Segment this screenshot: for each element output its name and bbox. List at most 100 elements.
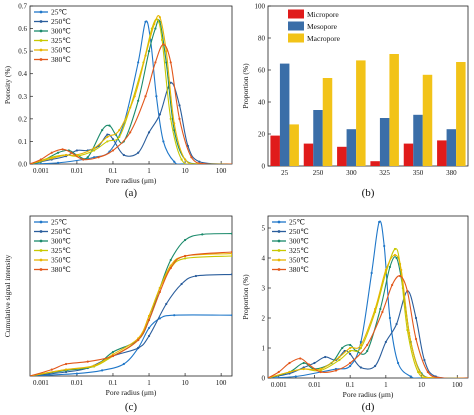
data-point [378, 220, 381, 224]
data-point [158, 290, 161, 294]
data-point [409, 375, 412, 378]
plot-frame-c [29, 215, 233, 377]
data-point [393, 247, 397, 251]
data-point [388, 265, 392, 269]
y-axis-label: Proportion (%) [241, 63, 250, 109]
data-point [374, 364, 377, 368]
y-tick-label: 0.4 [18, 70, 27, 78]
legend-label: 325℃ [51, 36, 71, 45]
panel-label: (c) [125, 401, 138, 413]
series-c-1 [30, 273, 232, 376]
data-point [147, 318, 151, 322]
panel-label: (a) [125, 187, 138, 199]
legend-label: Mesopore [307, 22, 338, 31]
data-point [349, 343, 352, 347]
y-tick-label: 0.7 [18, 3, 27, 11]
data-point [400, 268, 403, 272]
legend-marker [39, 20, 43, 23]
data-point [408, 331, 411, 335]
bar-micropore [370, 161, 380, 166]
bar-mesopore [446, 129, 457, 166]
x-tick-label: 0.01 [71, 167, 84, 175]
bar-micropore [303, 143, 314, 166]
data-point [319, 370, 322, 374]
x-tick-label: 0.1 [109, 379, 118, 387]
x-tick-label: 10 [182, 167, 190, 175]
data-point [324, 355, 327, 359]
data-point [158, 286, 161, 290]
series-line [30, 273, 232, 376]
series-d-4 [268, 253, 468, 378]
legend-label: 300℃ [289, 237, 309, 246]
data-point [169, 81, 172, 84]
data-point [64, 362, 68, 366]
legend-label: 250℃ [51, 227, 71, 236]
data-point [338, 355, 341, 359]
data-point [384, 340, 387, 344]
data-point [341, 346, 344, 350]
data-point [319, 367, 322, 371]
data-point [398, 274, 402, 278]
legend-marker [39, 58, 43, 61]
x-axis-label: Pore radius (μm) [106, 388, 157, 397]
y-tick-label: 0.2 [18, 115, 27, 123]
data-point [178, 104, 181, 107]
bar-mesopore [313, 110, 323, 166]
data-point [137, 346, 140, 350]
x-tick-label: 0.01 [71, 379, 84, 387]
series-line [268, 256, 468, 378]
legend-marker [39, 258, 43, 262]
y-tick-label: 5 [262, 225, 266, 233]
x-tick-label: 100 [216, 167, 227, 175]
x-tick-label: 1 [147, 167, 151, 175]
data-point [56, 151, 60, 154]
data-point [406, 328, 409, 332]
data-point [349, 361, 352, 365]
y-tick-label: 80 [258, 35, 266, 43]
y-tick-label: 0.1 [18, 138, 27, 146]
data-point [426, 370, 429, 374]
data-point [359, 340, 362, 344]
legend-marker [277, 220, 281, 224]
data-point [165, 61, 168, 64]
data-point [423, 358, 426, 362]
data-point [349, 346, 352, 350]
data-point [288, 361, 291, 365]
y-tick-label: 4 [262, 255, 266, 263]
legend-label: Macropore [307, 34, 341, 43]
data-point [383, 244, 386, 248]
legend-marker [277, 268, 281, 271]
data-point [64, 368, 68, 371]
x-tick-label: 250 [313, 169, 324, 177]
bar-macropore [289, 124, 299, 166]
data-point [101, 129, 104, 132]
legend-swatch [288, 21, 304, 31]
data-point [75, 372, 79, 375]
plot-frame-d [267, 215, 469, 379]
data-point [86, 156, 89, 159]
legend-marker [39, 220, 43, 224]
plot-frame-b [267, 5, 469, 167]
data-point [129, 131, 132, 134]
data-point [201, 233, 204, 236]
data-point [93, 147, 96, 150]
data-point [302, 367, 305, 371]
data-point [169, 61, 172, 64]
data-point [93, 149, 96, 152]
series-line [30, 18, 232, 164]
legend-label: 350℃ [289, 256, 309, 265]
data-point [313, 361, 316, 365]
data-point [384, 268, 387, 272]
data-point [154, 27, 157, 30]
data-point [155, 95, 158, 98]
panel-label: (d) [362, 401, 375, 413]
x-tick-label: 1 [147, 379, 151, 387]
data-point [158, 317, 161, 320]
series-d-5 [268, 274, 468, 378]
data-point [230, 232, 232, 235]
legend-label: 300℃ [51, 27, 71, 36]
data-point [186, 144, 190, 148]
legend-label: 350℃ [51, 256, 71, 265]
legend-marker [277, 249, 281, 252]
legend-marker [39, 230, 43, 233]
